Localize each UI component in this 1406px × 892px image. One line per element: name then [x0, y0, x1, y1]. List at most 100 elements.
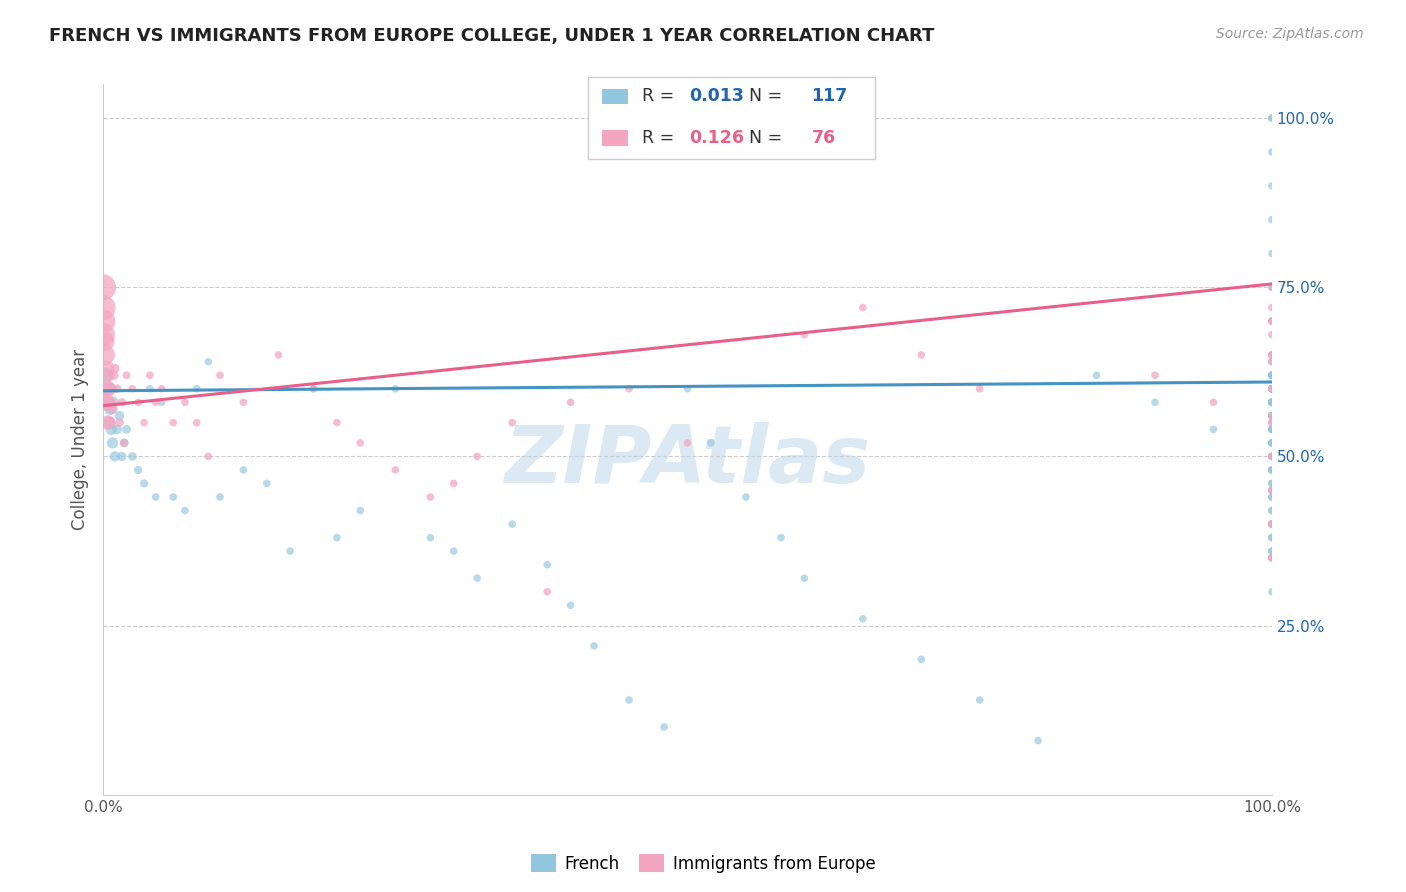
FancyBboxPatch shape — [602, 130, 628, 146]
Point — [1261, 531, 1284, 545]
Point — [1261, 382, 1284, 396]
Point — [150, 382, 173, 396]
Point — [1261, 422, 1284, 436]
Point — [1261, 178, 1284, 193]
Point — [112, 436, 135, 450]
Point — [419, 490, 441, 504]
Point — [1261, 280, 1284, 294]
Point — [443, 544, 465, 558]
Point — [1261, 395, 1284, 409]
Point — [1261, 348, 1284, 362]
Point — [97, 416, 120, 430]
Point — [852, 612, 875, 626]
Text: 0.013: 0.013 — [689, 87, 744, 105]
Point — [1261, 422, 1284, 436]
Text: 0.126: 0.126 — [689, 129, 744, 147]
Point — [1261, 395, 1284, 409]
Point — [1143, 368, 1166, 383]
Point — [769, 531, 792, 545]
Point — [208, 368, 231, 383]
Point — [1261, 368, 1284, 383]
Point — [91, 327, 114, 342]
Point — [98, 368, 121, 383]
Point — [267, 348, 290, 362]
Point — [1261, 436, 1284, 450]
Point — [501, 416, 523, 430]
Point — [700, 436, 723, 450]
Point — [1261, 450, 1284, 464]
Point — [1261, 382, 1284, 396]
Point — [1261, 436, 1284, 450]
Point — [108, 416, 131, 430]
Point — [1261, 368, 1284, 383]
Point — [735, 490, 758, 504]
Point — [465, 450, 488, 464]
Point — [1261, 463, 1284, 477]
Point — [127, 463, 149, 477]
Point — [1261, 145, 1284, 159]
Text: Source: ZipAtlas.com: Source: ZipAtlas.com — [1216, 27, 1364, 41]
Point — [1261, 416, 1284, 430]
Point — [1261, 544, 1284, 558]
Point — [1261, 422, 1284, 436]
Point — [150, 395, 173, 409]
Point — [1261, 490, 1284, 504]
Point — [93, 314, 115, 328]
Point — [1261, 416, 1284, 430]
Point — [104, 361, 127, 376]
Point — [1261, 111, 1284, 125]
Point — [1261, 584, 1284, 599]
Point — [1261, 212, 1284, 227]
Point — [96, 382, 118, 396]
Point — [105, 422, 128, 436]
Point — [1261, 483, 1284, 498]
Point — [186, 416, 208, 430]
Point — [1261, 476, 1284, 491]
Point — [1261, 450, 1284, 464]
Point — [676, 436, 699, 450]
Point — [676, 382, 699, 396]
FancyBboxPatch shape — [602, 88, 628, 104]
Point — [1261, 348, 1284, 362]
Point — [465, 571, 488, 585]
Point — [197, 354, 219, 368]
Point — [1261, 476, 1284, 491]
Point — [1261, 550, 1284, 565]
Point — [1261, 409, 1284, 423]
Point — [1261, 280, 1284, 294]
Point — [1261, 382, 1284, 396]
Point — [1261, 301, 1284, 315]
Point — [1261, 111, 1284, 125]
Point — [232, 395, 254, 409]
Point — [103, 395, 125, 409]
Point — [1261, 409, 1284, 423]
Point — [1261, 382, 1284, 396]
Point — [1261, 483, 1284, 498]
Point — [1202, 395, 1225, 409]
Point — [1261, 314, 1284, 328]
Point — [139, 368, 162, 383]
Point — [94, 334, 117, 349]
Point — [1261, 314, 1284, 328]
Point — [1261, 368, 1284, 383]
Point — [1261, 416, 1284, 430]
Point — [560, 599, 582, 613]
Point — [1261, 517, 1284, 532]
Point — [1261, 463, 1284, 477]
Point — [1261, 450, 1284, 464]
Point — [103, 368, 125, 383]
Point — [349, 436, 371, 450]
Point — [1261, 409, 1284, 423]
Text: 117: 117 — [811, 87, 848, 105]
Point — [96, 361, 118, 376]
Text: R =: R = — [643, 129, 679, 147]
Point — [1261, 450, 1284, 464]
Text: ZIPAtlas: ZIPAtlas — [505, 422, 870, 500]
Point — [98, 395, 121, 409]
Point — [1261, 450, 1284, 464]
Point — [793, 571, 815, 585]
Point — [132, 476, 155, 491]
Point — [1261, 382, 1284, 396]
Point — [1261, 354, 1284, 368]
Point — [115, 422, 138, 436]
